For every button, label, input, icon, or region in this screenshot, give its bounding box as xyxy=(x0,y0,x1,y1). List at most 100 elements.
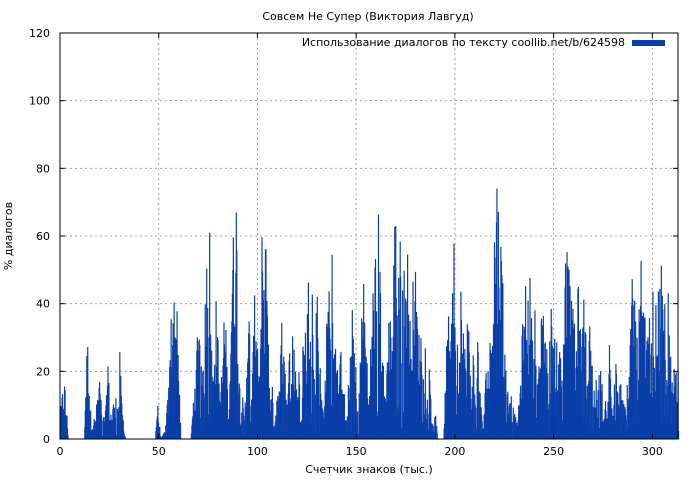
bar xyxy=(313,378,315,439)
bar xyxy=(560,387,562,439)
bar xyxy=(613,384,616,439)
bar xyxy=(237,363,239,439)
bar xyxy=(207,307,209,439)
bar xyxy=(113,407,115,439)
bar xyxy=(535,365,537,439)
bar xyxy=(179,422,182,439)
bar xyxy=(424,348,426,439)
bar xyxy=(409,321,411,439)
bar xyxy=(124,436,126,439)
bar xyxy=(263,290,265,439)
bar xyxy=(530,318,533,439)
bar xyxy=(327,311,329,439)
bar xyxy=(430,398,432,439)
bar xyxy=(353,353,355,439)
bar xyxy=(635,321,637,439)
x-tick-label: 150 xyxy=(346,445,367,458)
bar xyxy=(574,390,576,439)
bar xyxy=(308,359,310,439)
bar xyxy=(239,387,241,439)
bar xyxy=(585,334,587,439)
bar xyxy=(436,432,438,439)
bar xyxy=(529,277,531,439)
y-axis-label: % диалогов xyxy=(2,202,15,270)
y-tick-label: 100 xyxy=(29,95,50,108)
bar xyxy=(276,400,278,439)
bar xyxy=(312,369,314,439)
bar xyxy=(178,394,181,439)
bar xyxy=(367,398,369,439)
bar xyxy=(607,401,609,439)
bar xyxy=(421,375,423,439)
bar xyxy=(546,349,548,439)
bar xyxy=(533,359,535,439)
bar xyxy=(659,288,661,439)
bar xyxy=(258,376,261,439)
bar xyxy=(67,435,69,439)
bar xyxy=(87,346,89,439)
bar xyxy=(343,394,346,439)
x-tick-label: 100 xyxy=(247,445,268,458)
bar xyxy=(334,348,337,439)
bar xyxy=(158,427,160,439)
bar xyxy=(236,250,238,439)
bar xyxy=(388,323,390,439)
bar xyxy=(370,366,372,439)
bar xyxy=(225,330,227,439)
bar xyxy=(592,406,594,439)
bar xyxy=(103,421,106,439)
bar xyxy=(547,373,549,439)
bar xyxy=(212,381,214,439)
bar xyxy=(523,326,525,439)
bar xyxy=(369,395,371,439)
bar xyxy=(431,423,433,439)
bar xyxy=(355,398,357,439)
bar xyxy=(549,341,551,439)
bar xyxy=(348,387,350,439)
bar xyxy=(637,399,639,439)
bar xyxy=(289,353,291,439)
bar xyxy=(396,315,398,439)
bar xyxy=(210,334,212,439)
bar xyxy=(118,407,120,439)
bar xyxy=(454,350,457,439)
bar xyxy=(400,276,402,439)
bar xyxy=(267,344,270,439)
bar xyxy=(589,326,591,439)
bar xyxy=(652,356,655,439)
bar xyxy=(108,382,110,439)
bar xyxy=(330,350,332,439)
bar xyxy=(402,290,404,439)
bar xyxy=(510,396,512,439)
bar xyxy=(249,334,251,439)
x-tick-label: 200 xyxy=(444,445,465,458)
ticks: 0 50 100 150 200 250 300 0 20 40 60 80 100 120 xyxy=(29,27,678,458)
bar xyxy=(666,385,668,439)
bars xyxy=(60,188,680,439)
bar xyxy=(226,389,229,439)
bar xyxy=(660,265,662,439)
bar xyxy=(400,363,402,439)
bar xyxy=(199,417,201,439)
bar xyxy=(270,399,272,439)
bar xyxy=(670,356,672,439)
bar xyxy=(602,421,604,439)
bar xyxy=(289,401,291,439)
bar xyxy=(115,398,117,439)
bar xyxy=(94,420,96,439)
bar xyxy=(345,420,347,439)
bar xyxy=(554,339,556,439)
bar xyxy=(64,390,66,439)
bar xyxy=(160,436,162,439)
bar xyxy=(403,270,405,439)
bar xyxy=(426,399,428,439)
bar xyxy=(634,300,636,439)
bar xyxy=(272,402,274,439)
bar xyxy=(307,282,309,439)
bar xyxy=(314,394,316,439)
bar xyxy=(422,379,424,439)
x-tick-label: 0 xyxy=(57,445,64,458)
bar xyxy=(606,418,608,439)
bar xyxy=(512,407,514,439)
